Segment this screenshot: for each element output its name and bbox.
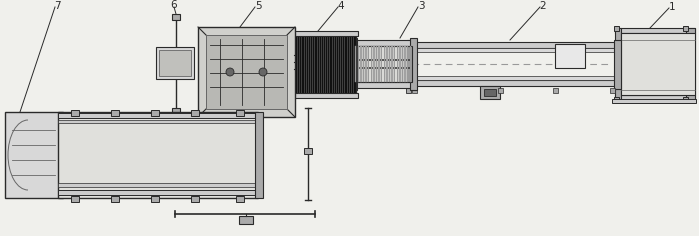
Text: 5: 5	[254, 1, 261, 11]
Bar	[391, 46, 393, 82]
Bar	[172, 14, 180, 20]
Bar	[553, 88, 558, 93]
Bar	[71, 110, 79, 116]
Bar	[111, 196, 119, 202]
Bar	[239, 216, 253, 224]
Bar	[355, 46, 356, 82]
Bar	[58, 113, 258, 118]
Bar	[159, 50, 191, 76]
Bar	[614, 26, 619, 31]
Text: 7: 7	[54, 1, 60, 11]
Text: 4: 4	[338, 1, 345, 11]
Bar	[498, 88, 503, 93]
Bar	[236, 196, 244, 202]
Text: 2: 2	[540, 1, 547, 11]
Bar	[555, 44, 585, 68]
Bar	[71, 196, 79, 202]
Bar	[304, 148, 312, 154]
Circle shape	[226, 68, 234, 76]
Bar	[206, 35, 287, 109]
Bar	[410, 80, 617, 86]
Bar	[407, 46, 408, 82]
Bar	[384, 46, 385, 82]
Bar	[402, 46, 403, 82]
Text: 3: 3	[418, 1, 424, 11]
Bar	[683, 26, 688, 31]
Bar	[387, 46, 388, 82]
Bar	[484, 89, 496, 96]
Bar	[410, 38, 417, 90]
Bar	[405, 46, 406, 82]
Bar	[480, 86, 500, 99]
Bar	[58, 120, 258, 123]
Bar	[151, 110, 159, 116]
Bar	[410, 48, 617, 52]
Bar	[614, 40, 621, 89]
Bar	[378, 46, 380, 82]
Bar	[615, 95, 695, 101]
Bar	[58, 190, 258, 195]
Bar	[410, 46, 411, 82]
Bar	[410, 76, 617, 80]
Bar	[370, 46, 372, 82]
Bar	[172, 108, 180, 114]
Bar	[363, 46, 364, 82]
Bar	[381, 46, 382, 82]
Bar	[373, 46, 375, 82]
Text: 1: 1	[669, 2, 675, 12]
Bar	[255, 112, 263, 198]
Bar	[360, 46, 361, 82]
Circle shape	[259, 68, 267, 76]
Bar	[366, 46, 367, 82]
Bar	[621, 33, 695, 95]
FancyBboxPatch shape	[198, 27, 295, 117]
Bar	[58, 183, 258, 187]
Bar	[615, 28, 695, 33]
Bar	[612, 99, 696, 103]
Bar	[354, 46, 412, 82]
Bar	[294, 33, 356, 96]
Bar	[389, 46, 390, 82]
Bar	[354, 40, 414, 46]
Bar	[350, 38, 357, 90]
Bar	[368, 46, 369, 82]
Bar	[376, 46, 377, 82]
Text: 6: 6	[171, 0, 178, 10]
Bar	[58, 112, 258, 198]
Bar	[614, 97, 619, 102]
Bar	[396, 46, 398, 82]
Bar	[615, 28, 621, 101]
Bar	[191, 196, 199, 202]
Bar	[358, 46, 359, 82]
Bar	[236, 110, 244, 116]
Bar	[151, 196, 159, 202]
Bar	[354, 82, 414, 88]
Bar	[399, 46, 401, 82]
Bar	[292, 31, 358, 36]
Bar	[406, 87, 411, 93]
Bar	[412, 88, 417, 93]
Bar	[191, 110, 199, 116]
Bar	[407, 40, 414, 89]
Bar	[111, 110, 119, 116]
Bar	[292, 93, 358, 98]
Bar	[683, 97, 688, 102]
Bar	[686, 28, 695, 101]
Bar	[410, 42, 617, 48]
Bar	[5, 112, 63, 198]
Bar	[156, 47, 194, 79]
Bar	[394, 46, 396, 82]
Bar	[610, 88, 615, 93]
